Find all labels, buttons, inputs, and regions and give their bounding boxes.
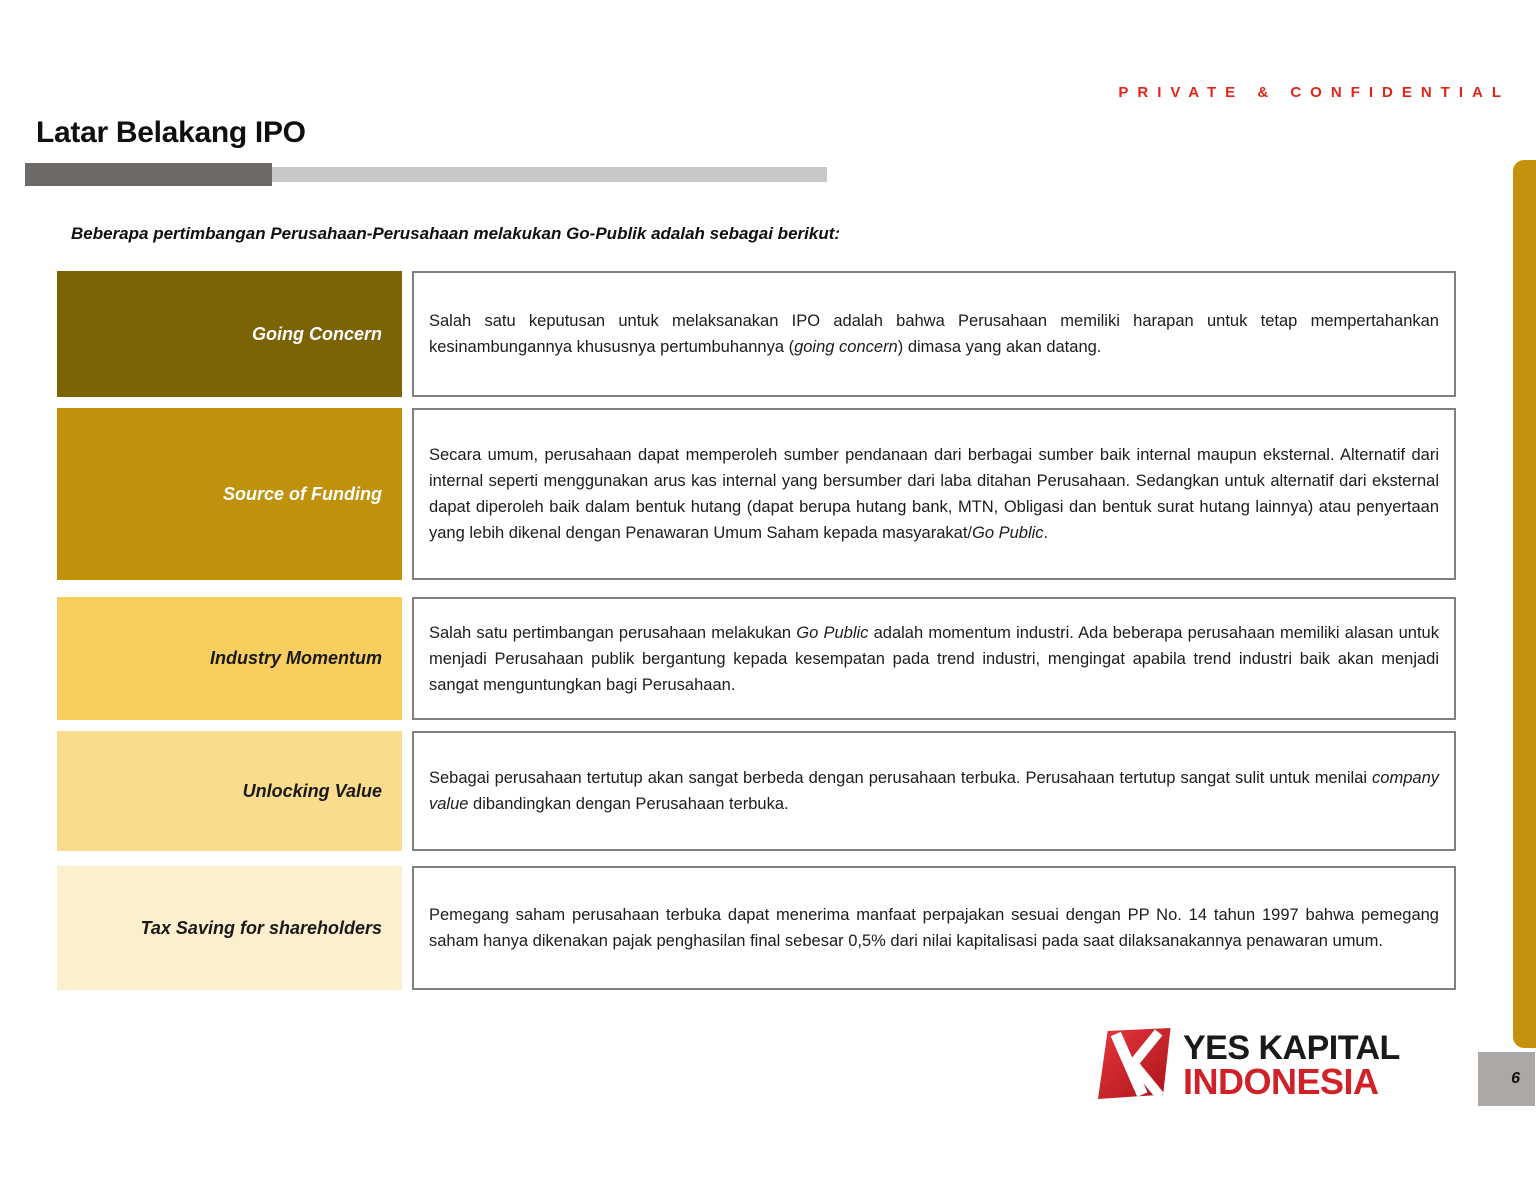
row-description-text: Salah satu keputusan untuk melaksanakan … bbox=[429, 308, 1439, 360]
description-italic-segment: company value bbox=[429, 769, 1439, 813]
description-segment: Salah satu keputusan untuk melaksanakan … bbox=[429, 312, 1439, 356]
description-segment: adalah momentum industri. Ada beberapa p… bbox=[429, 623, 1439, 694]
description-segment: dibandingkan dengan Perusahaan terbuka. bbox=[468, 795, 789, 813]
title-underline-light bbox=[272, 167, 827, 182]
description-italic-segment: Go Public bbox=[796, 623, 869, 642]
title-underline-dark bbox=[25, 163, 272, 186]
description-segment: Salah satu pertimbangan perusahaan melak… bbox=[429, 623, 797, 642]
row-description-text: Salah satu pertimbangan perusahaan melak… bbox=[429, 620, 1439, 698]
considerations-list: Going Concern Salah satu keputusan untuk … bbox=[57, 271, 1456, 990]
logo-line1: YES KAPITAL bbox=[1183, 1028, 1400, 1067]
row-description-box: Salah satu keputusan untuk melaksanakan … bbox=[412, 271, 1456, 397]
page-number-badge: 6 bbox=[1478, 1052, 1535, 1106]
confidential-label: PRIVATE & CONFIDENTIAL bbox=[1118, 84, 1510, 101]
row-label-2: Industry Momentum bbox=[57, 597, 402, 720]
description-italic-segment: Go Public bbox=[972, 524, 1044, 542]
description-segment: . bbox=[1043, 524, 1049, 542]
logo-text: YES KAPITAL INDONESIA bbox=[1183, 1028, 1400, 1102]
consideration-row: Tax Saving for shareholders Pemegang saha… bbox=[57, 866, 1456, 990]
row-description-box: Pemegang saham perusahaan terbuka dapat … bbox=[412, 866, 1456, 990]
side-accent-bar bbox=[1513, 160, 1536, 1048]
page-title: Latar Belakang IPO bbox=[36, 116, 306, 149]
consideration-row: Going Concern Salah satu keputusan untuk … bbox=[57, 271, 1456, 397]
consideration-row: Unlocking Value Sebagai perusahaan tertut… bbox=[57, 731, 1456, 851]
consideration-row: Industry Momentum Salah satu pertimbangan… bbox=[57, 597, 1456, 720]
consideration-row: Source of Funding Secara umum, perusahaan… bbox=[57, 408, 1456, 580]
row-description-box: Sebagai perusahaan tertutup akan sangat … bbox=[412, 731, 1456, 851]
row-label-4: Tax Saving for shareholders bbox=[57, 866, 402, 990]
row-description-text: Sebagai perusahaan tertutup akan sangat … bbox=[429, 765, 1439, 817]
intro-text: Beberapa pertimbangan Perusahaan-Perusah… bbox=[71, 224, 841, 243]
page-number: 6 bbox=[1511, 1070, 1520, 1087]
row-description-text: Pemegang saham perusahaan terbuka dapat … bbox=[429, 902, 1439, 954]
row-label-3: Unlocking Value bbox=[57, 731, 402, 851]
row-description-box: Secara umum, perusahaan dapat memperoleh… bbox=[412, 408, 1456, 580]
description-italic-segment: going concern bbox=[794, 338, 898, 356]
row-label-0: Going Concern bbox=[57, 271, 402, 397]
company-logo: YES KAPITAL INDONESIA bbox=[1098, 1024, 1400, 1106]
logo-yk-icon bbox=[1098, 1028, 1171, 1100]
row-description-text: Secara umum, perusahaan dapat memperoleh… bbox=[429, 442, 1439, 546]
row-label-1: Source of Funding bbox=[57, 408, 402, 580]
row-description-box: Salah satu pertimbangan perusahaan melak… bbox=[412, 597, 1456, 720]
description-segment: Sebagai perusahaan tertutup akan sangat … bbox=[429, 769, 1373, 787]
description-segment: ) dimasa yang akan datang. bbox=[897, 338, 1102, 356]
description-segment: Pemegang saham perusahaan terbuka dapat … bbox=[429, 906, 1439, 950]
logo-line2: INDONESIA bbox=[1183, 1060, 1379, 1102]
description-segment: Secara umum, perusahaan dapat memperoleh… bbox=[429, 446, 1439, 542]
